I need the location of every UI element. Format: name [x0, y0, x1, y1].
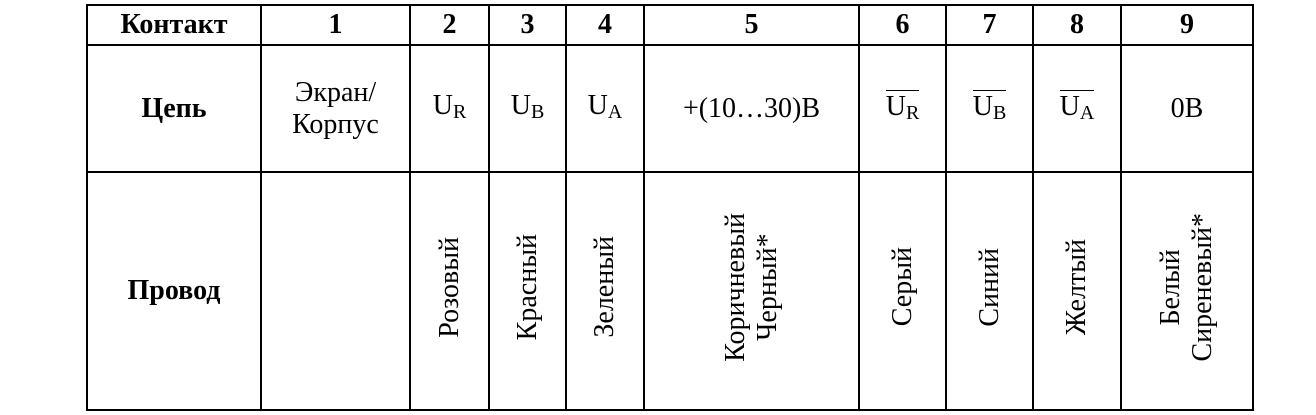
contact-number: 1	[260, 4, 411, 46]
wire-color-line: Розовый	[433, 236, 465, 338]
wire-color: Красный	[512, 234, 544, 340]
wire-color: Желтый	[1061, 239, 1093, 335]
circuit-cell: UR	[858, 44, 947, 173]
signal: UR	[432, 89, 467, 123]
circuit-cell: +(10…30)В	[643, 44, 860, 173]
circuit-cell: UB	[488, 44, 567, 173]
wire-color: Зеленый	[589, 236, 621, 338]
circuit-cell: 0В	[1120, 44, 1254, 173]
contact-number: 4	[565, 4, 645, 46]
signal-name: U	[1059, 91, 1080, 122]
wire-color-line: Красный	[511, 233, 543, 341]
circuit-cell: UA	[565, 44, 645, 173]
contact-number: 8	[1032, 4, 1122, 46]
wire-color: Серый	[887, 247, 919, 326]
wire-cell: Красный	[488, 171, 567, 411]
wire-color: Синий	[974, 248, 1006, 327]
contact-number: 3	[488, 4, 567, 46]
wire-cell: Коричневый Черный*	[643, 171, 860, 411]
row-label-wire: Провод	[86, 171, 262, 411]
wire-cell: Белый Сиреневый*	[1120, 171, 1254, 411]
circuit-cell: UA	[1032, 44, 1122, 173]
signal-subscript: R	[452, 100, 467, 123]
row-label-circuit: Цепь	[86, 44, 262, 173]
wire-color-line: Желтый	[1061, 238, 1092, 336]
signal-name: U	[885, 91, 906, 122]
inverted-signal: UR	[885, 90, 920, 127]
wire-color-line: Синий	[973, 247, 1005, 327]
wire-color-line: Коричневый	[719, 212, 751, 362]
signal-name: U	[972, 91, 993, 122]
wire-color-line: Зеленый	[589, 236, 620, 338]
signal: UA	[587, 89, 623, 123]
wire-row: Провод Розовый Красный Зеленый Коричневый Че…	[86, 171, 1254, 411]
signal-subscript: B	[992, 102, 1007, 124]
contact-number: 9	[1120, 4, 1254, 46]
inverted-signal: UA	[1059, 90, 1095, 127]
contact-number: 6	[858, 4, 947, 46]
circuit-text: Экран/ Корпус	[292, 76, 379, 140]
wire-color: Коричневый Черный*	[720, 213, 784, 362]
signal-subscript: A	[1079, 102, 1095, 124]
wire-cell: Розовый	[409, 171, 490, 411]
signal-subscript: R	[905, 102, 920, 124]
wire-cell: Синий	[945, 171, 1034, 411]
signal-name: U	[510, 89, 531, 121]
wire-color-line: Сиреневый*	[1187, 212, 1218, 362]
wire-cell	[260, 171, 411, 411]
signal-name: U	[432, 89, 453, 121]
circuit-cell: UR	[409, 44, 490, 173]
signal-subscript: B	[530, 100, 545, 123]
wire-cell: Зеленый	[565, 171, 645, 411]
row-label-contact: Контакт	[86, 4, 262, 46]
wire-color: Розовый	[434, 237, 466, 338]
circuit-cell: UB	[945, 44, 1034, 173]
contact-number: 2	[409, 4, 490, 46]
wire-color-line: Серый	[886, 247, 918, 327]
circuit-text: +(10…30)В	[682, 92, 821, 124]
contact-number: 7	[945, 4, 1034, 46]
signal-subscript: A	[607, 100, 623, 123]
circuit-text: 0В	[1170, 92, 1204, 124]
signal: UB	[510, 89, 545, 123]
circuit-cell: Экран/ Корпус	[260, 44, 411, 173]
wire-cell: Серый	[858, 171, 947, 411]
signal-name: U	[587, 89, 608, 121]
wire-color: Белый Сиреневый*	[1155, 213, 1219, 362]
wire-color-line: Белый	[1155, 248, 1186, 326]
inverted-signal: UB	[972, 90, 1007, 127]
wire-cell: Желтый	[1032, 171, 1122, 411]
wire-color-line: Черный*	[751, 233, 783, 341]
contact-number: 5	[643, 4, 860, 46]
circuit-row: Цепь Экран/ Корпус UR UB UA +(10…30)В UR UB UA 0…	[86, 44, 1254, 173]
